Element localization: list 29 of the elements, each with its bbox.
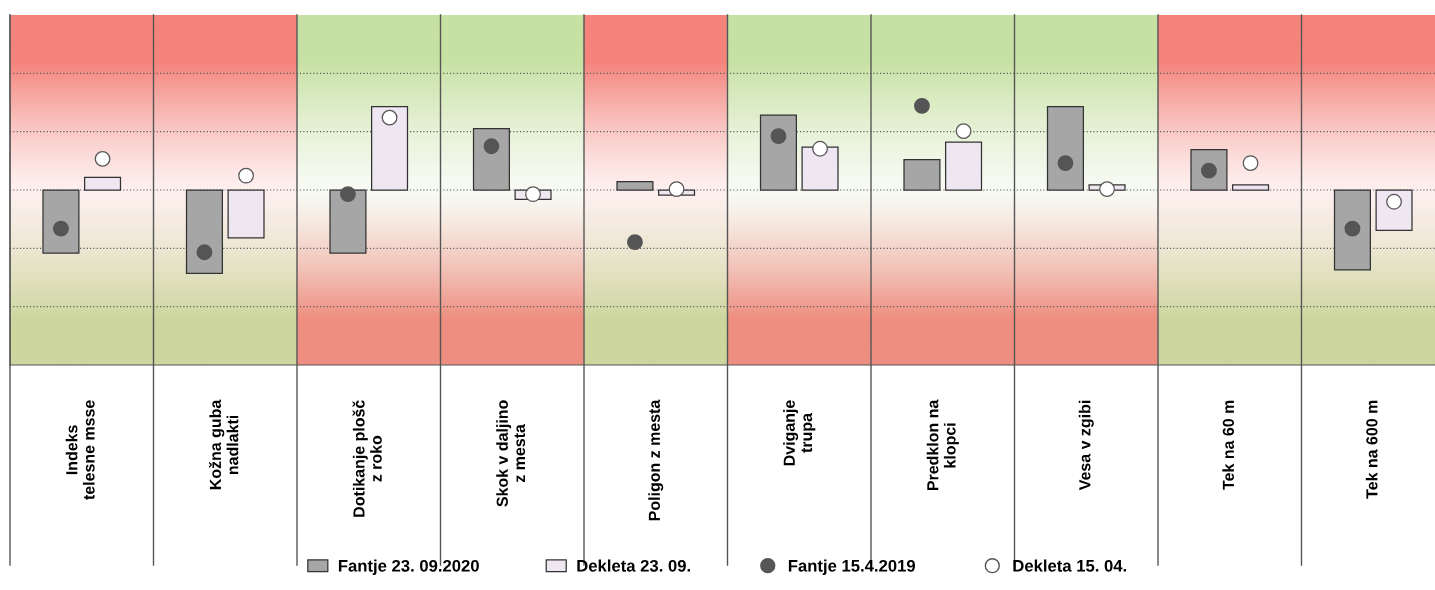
legend-label: Fantje 23. 09.2020	[338, 559, 479, 575]
x-tick-label: Dotikanje plošč z roko	[352, 400, 382, 517]
bar	[1333, 189, 1372, 271]
bar	[329, 189, 367, 254]
x-tick-label: Dviganje trupa	[783, 400, 816, 466]
bar	[83, 176, 122, 191]
bar	[185, 189, 224, 274]
x-tick-label: Skok v daljino z mesta	[496, 400, 526, 507]
x-tick-label: Poligon z mesta	[648, 399, 664, 521]
bar	[227, 189, 265, 239]
bar	[801, 146, 839, 191]
bar	[1046, 106, 1085, 191]
bar	[616, 180, 654, 191]
bar	[472, 127, 511, 191]
bar	[42, 189, 80, 254]
bar	[370, 106, 409, 191]
legend-label: Fantje 15.4.2019	[788, 559, 916, 575]
bar	[759, 114, 798, 191]
x-tick-label: Tek na 60 m	[1222, 400, 1235, 490]
bar	[1231, 184, 1270, 191]
x-tick-label: Predklon na klopci	[926, 399, 959, 491]
x-tick-label: Tek na 600 m	[1365, 400, 1378, 499]
x-tick-label: Indeks telesne msse	[65, 400, 95, 500]
bar	[944, 141, 983, 191]
bar	[903, 159, 941, 191]
x-tick-label: Kožna guba nadlakti	[208, 399, 239, 490]
x-tick-label: Vesa v zgibi	[1078, 400, 1094, 491]
legend-label: Dekleta 23. 09.	[577, 559, 690, 572]
legend-label: Dekleta 15. 04.	[1013, 559, 1127, 572]
